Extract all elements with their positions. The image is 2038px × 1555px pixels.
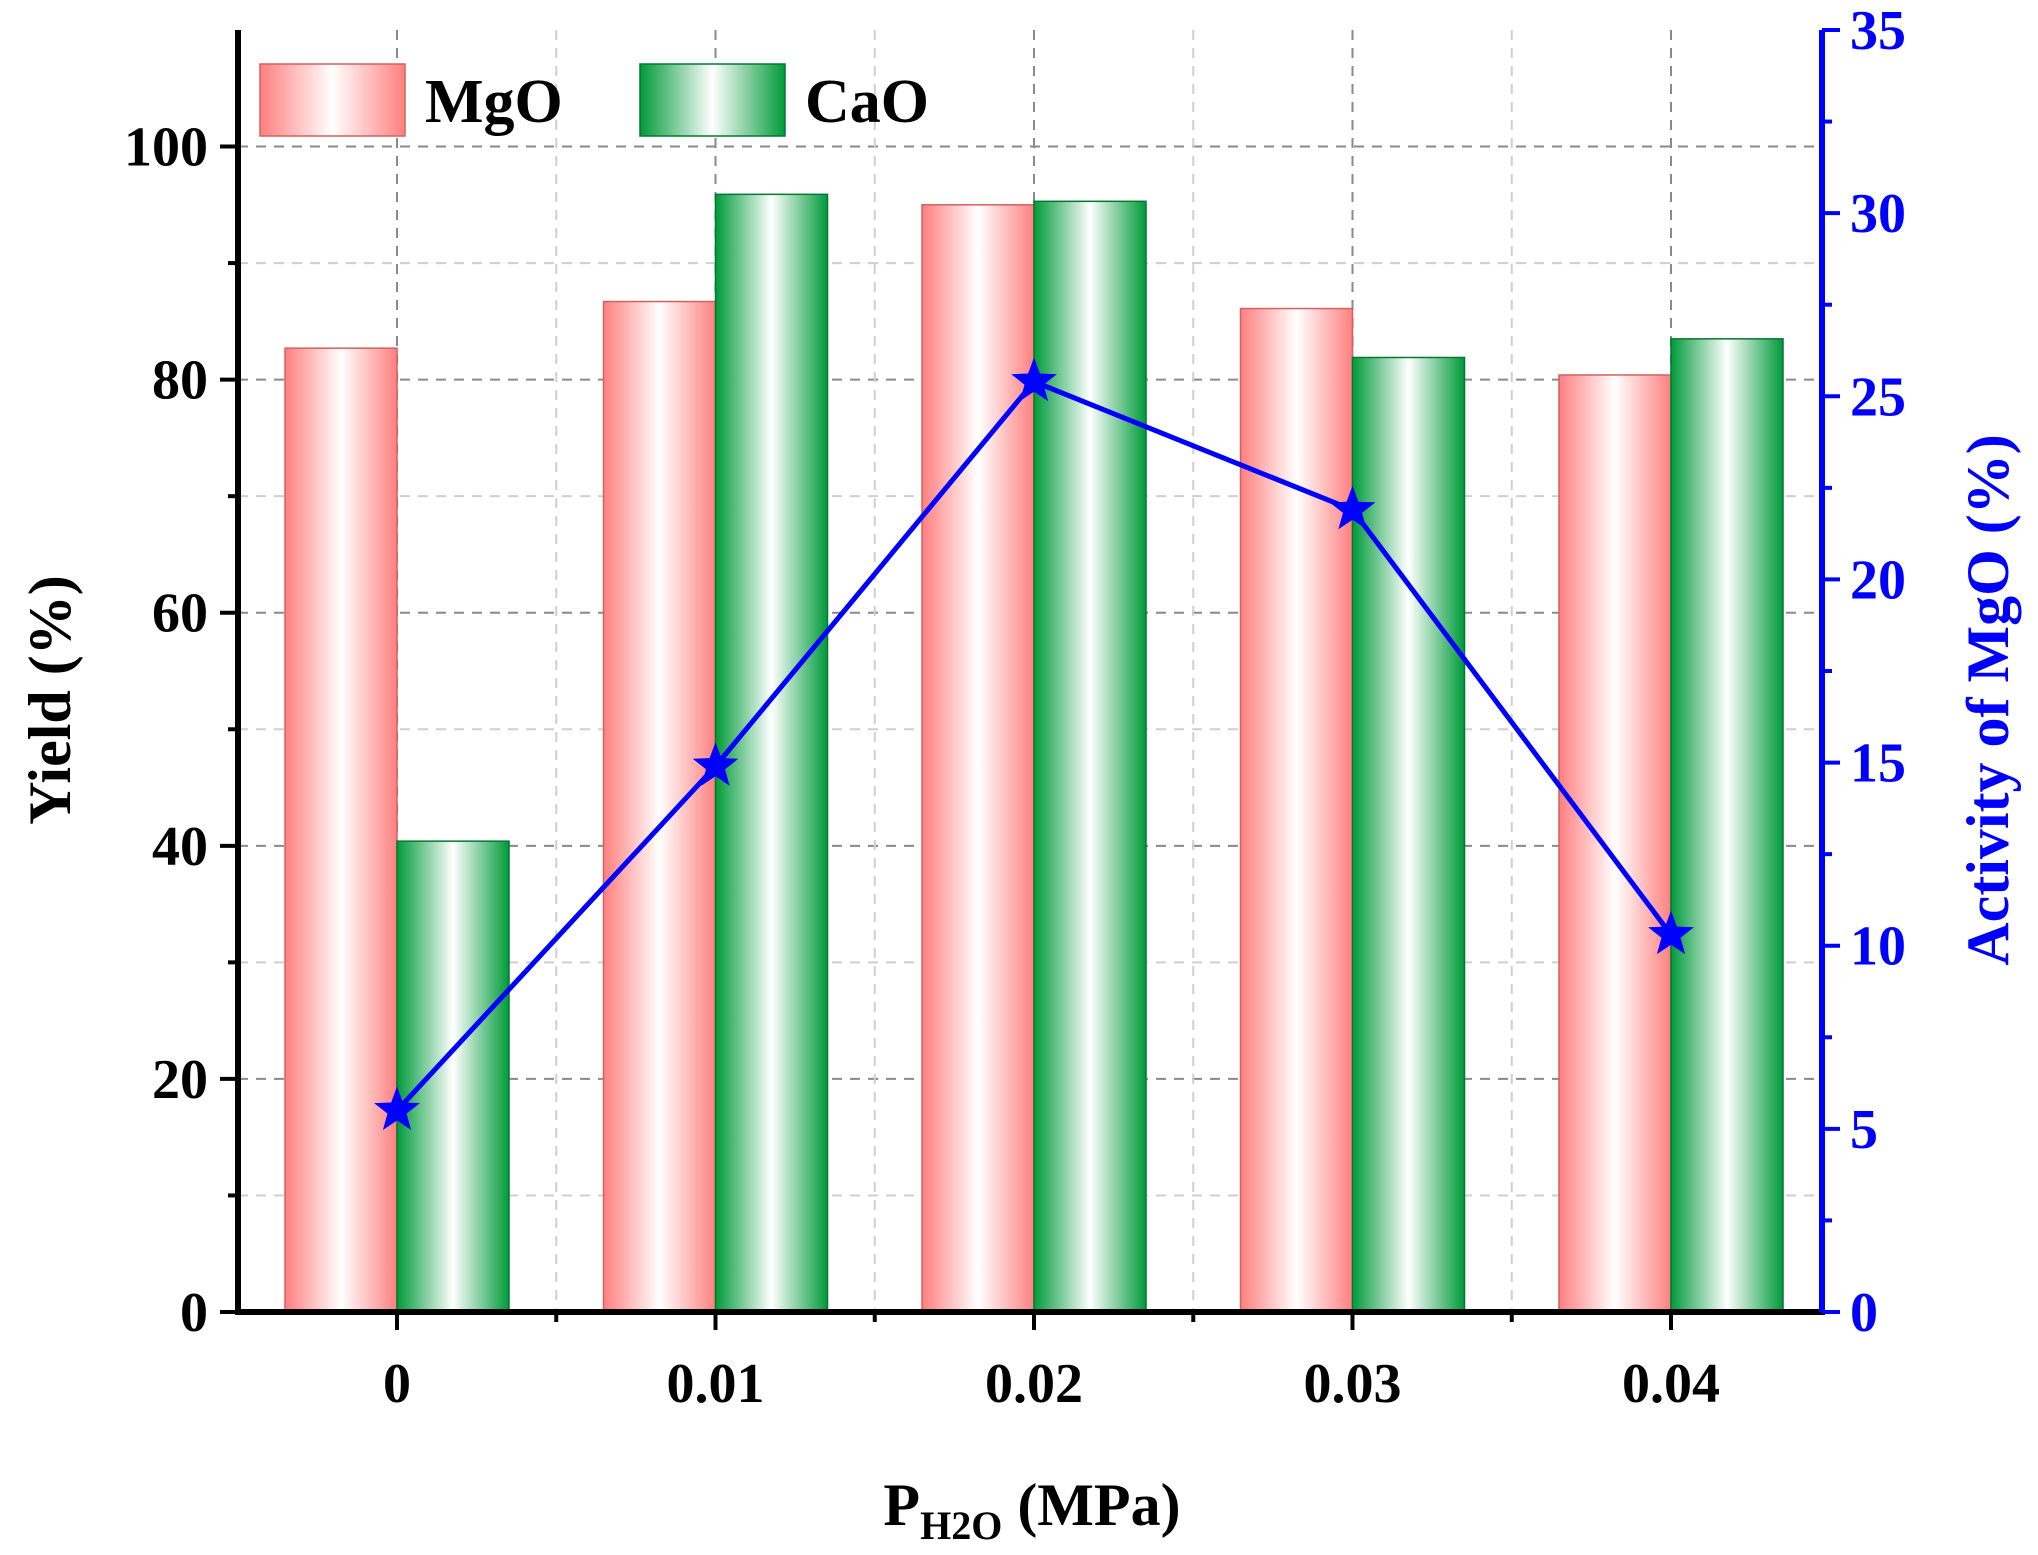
y-tick-label-right: 20	[1850, 549, 1906, 611]
marker-activity-0.01	[692, 742, 739, 786]
bar-mgo-0	[284, 347, 398, 1313]
bar-cao-0.02	[1033, 200, 1147, 1313]
marker-activity-0.02	[1011, 357, 1057, 402]
y-tick-label-right: 5	[1850, 1099, 1878, 1161]
y-tick-label-right: 25	[1850, 366, 1906, 428]
legend-label-cao: CaO	[805, 68, 929, 136]
y-tick-label-right: 35	[1850, 0, 1906, 62]
legend-label-mgo: MgO	[425, 68, 563, 136]
x-tick-label-0: 0	[383, 1353, 411, 1415]
y-axis-title-right: Activity of MgO (%)	[1955, 434, 2021, 966]
marker-activity-0.03	[1329, 485, 1376, 530]
y-tick-label-left: 20	[152, 1049, 208, 1111]
y-axis-title-left: Yield (%)	[17, 575, 83, 824]
x-axis-title-unit: (MPa)	[1002, 1472, 1180, 1538]
bar-cao-0.04	[1670, 338, 1784, 1313]
x-axis-title-main: P	[883, 1472, 920, 1538]
bar-mgo-0.04	[1558, 374, 1672, 1313]
bar-mgo-0.03	[1239, 307, 1354, 1313]
bar-cao-0	[396, 840, 510, 1313]
bar-mgo-0.02	[921, 204, 1035, 1313]
marker-activity-0	[374, 1086, 420, 1130]
bar-series-group	[284, 193, 1784, 1313]
y-tick-label-left: 80	[152, 350, 208, 412]
line-series-group	[374, 357, 1694, 1130]
legend-swatch-cao	[639, 63, 786, 137]
legend: MgO CaO	[259, 63, 929, 137]
x-tick-label-0.04: 0.04	[1622, 1353, 1720, 1415]
x-tick-label-0.03: 0.03	[1304, 1353, 1402, 1415]
y-tick-label-left: 60	[152, 583, 208, 645]
marker-activity-0.04	[1648, 910, 1694, 955]
x-tick-label-0.01: 0.01	[667, 1353, 765, 1415]
legend-swatch-mgo	[259, 63, 406, 137]
y-tick-label-left: 100	[124, 117, 208, 179]
bar-cao-0.03	[1351, 356, 1466, 1313]
y-tick-label-right: 10	[1850, 916, 1906, 978]
x-axis-title-subscript: H2O	[920, 1503, 1002, 1548]
axes-group	[220, 28, 1840, 1330]
y-tick-label-left: 0	[180, 1282, 208, 1344]
bar-cao-0.01	[714, 193, 829, 1313]
tick-labels-group: 0 20 40 60 80 100 0 5 10 15 20 25 30 35 0 0.01 0.02 0.03 0…	[124, 0, 1906, 1415]
bar-mgo-0.01	[602, 300, 717, 1313]
x-axis-title: PH2O (MPa)	[883, 1472, 1180, 1548]
y-tick-label-right: 15	[1850, 733, 1906, 795]
y-tick-label-right: 30	[1850, 183, 1906, 245]
y-tick-label-right: 0	[1850, 1282, 1878, 1344]
x-tick-label-0.02: 0.02	[985, 1353, 1083, 1415]
y-tick-label-left: 40	[152, 816, 208, 878]
